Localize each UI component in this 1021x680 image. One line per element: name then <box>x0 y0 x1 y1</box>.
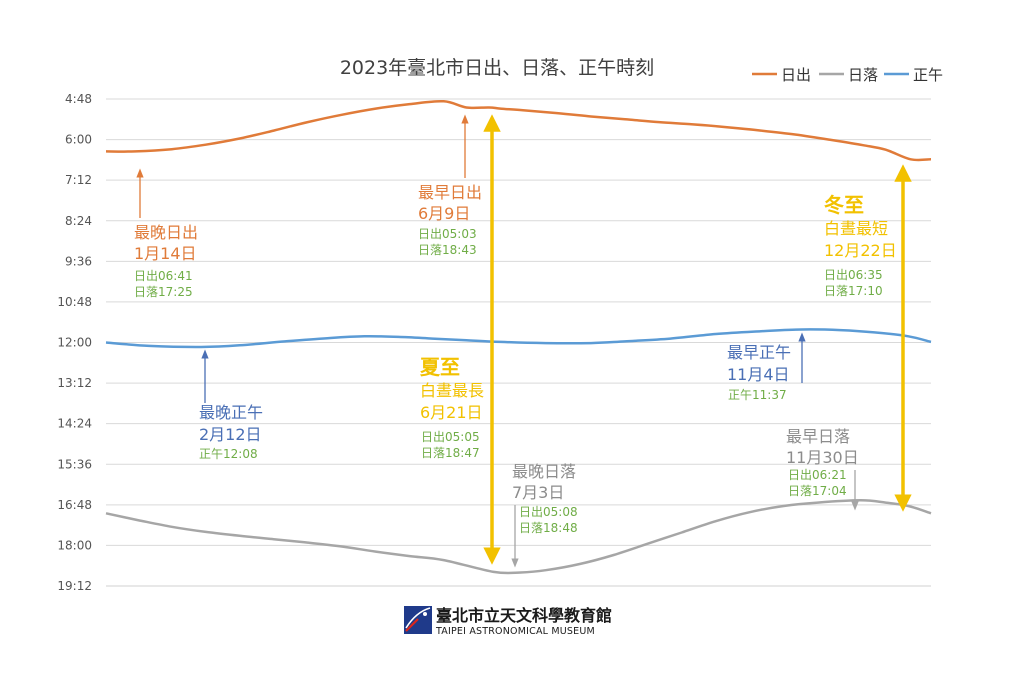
annotation-date: 11月4日 <box>727 365 790 384</box>
annotation-label: 最晚日出 <box>134 223 198 242</box>
annotation-date: 12月22日 <box>824 241 897 260</box>
annotation-label: 冬至 <box>824 193 864 217</box>
annotation-latest-sunset: 最晚日落 7月3日 日出05:08 日落18:48 <box>512 462 578 535</box>
y-tick-label: 12:00 <box>57 336 92 350</box>
y-tick-label: 4:48 <box>65 92 92 106</box>
museum-logo-icon <box>404 606 432 634</box>
museum-name-chinese: 臺北市立天文科學教育館 <box>436 606 612 625</box>
annotation-info: 日出05:08 <box>519 505 578 519</box>
annotation-info: 日出06:35 <box>824 268 883 282</box>
annotation-summer-solstice: 夏至 白晝最長 6月21日 日出05:05 日落18:47 <box>420 355 484 460</box>
y-tick-label: 18:00 <box>57 538 92 552</box>
y-tick-label: 15:36 <box>57 457 92 471</box>
annotation-winter-solstice: 冬至 白晝最短 12月22日 日出06:35 日落17:10 <box>824 193 897 298</box>
y-axis-ticks: 4:48 6:00 7:12 8:24 9:36 10:48 12:00 13:12 14:24… <box>57 92 92 593</box>
annotation-info: 正午12:08 <box>199 447 258 461</box>
annotation-latest-sunrise: 最晚日出 1月14日 日出06:41 日落17:25 <box>134 223 198 299</box>
annotation-info: 日出05:05 <box>421 430 480 444</box>
y-tick-label: 6:00 <box>65 133 92 147</box>
annotation-date: 7月3日 <box>512 483 564 502</box>
legend-label-sunrise: 日出 <box>781 66 811 84</box>
y-tick-label: 9:36 <box>65 254 92 268</box>
annotation-info: 日落17:10 <box>824 284 883 298</box>
annotation-label: 夏至 <box>420 355 460 379</box>
annotation-date: 1月14日 <box>134 244 197 263</box>
annotation-info: 正午11:37 <box>728 388 787 402</box>
y-tick-label: 7:12 <box>65 173 92 187</box>
chart-title: 2023年臺北市日出、日落、正午時刻 <box>340 57 654 79</box>
y-tick-label: 16:48 <box>57 498 92 512</box>
museum-logo: 臺北市立天文科學教育館 TAIPEI ASTRONOMICAL MUSEUM <box>404 606 612 637</box>
annotation-earliest-sunrise: 最早日出 6月9日 日出05:03 日落18:43 <box>418 183 482 257</box>
y-tick-label: 8:24 <box>65 214 92 228</box>
annotation-earliest-sunset: 最早日落 11月30日 日出06:21 日落17:04 <box>786 427 859 498</box>
y-tick-label: 10:48 <box>57 295 92 309</box>
annotation-label: 最早日出 <box>418 183 482 202</box>
annotation-info: 日落17:04 <box>788 484 847 498</box>
annotation-label: 最早日落 <box>786 427 850 446</box>
y-tick-label: 19:12 <box>57 579 92 593</box>
annotation-subtitle: 白晝最短 <box>824 219 888 238</box>
series-line-sunset <box>105 499 932 575</box>
annotation-date: 6月9日 <box>418 204 470 223</box>
y-tick-label: 13:12 <box>57 376 92 390</box>
annotation-info: 日出06:21 <box>788 468 847 482</box>
legend-label-noon: 正午 <box>913 66 943 84</box>
annotation-subtitle: 白晝最長 <box>420 381 484 400</box>
legend-label-sunset: 日落 <box>848 66 878 84</box>
annotation-label: 最早正午 <box>727 343 791 362</box>
annotation-label: 最晚正午 <box>199 403 263 422</box>
museum-name-english: TAIPEI ASTRONOMICAL MUSEUM <box>435 626 595 637</box>
annotation-info: 日出05:03 <box>418 227 477 241</box>
annotation-date: 6月21日 <box>420 403 483 422</box>
annotation-info: 日落18:48 <box>519 521 578 535</box>
series-line-sunrise <box>105 99 932 162</box>
annotation-info: 日出06:41 <box>134 269 193 283</box>
annotation-info: 日落17:25 <box>134 285 193 299</box>
annotation-info: 日落18:47 <box>421 446 480 460</box>
annotation-date: 2月12日 <box>199 425 262 444</box>
annotation-earliest-noon: 最早正午 11月4日 正午11:37 <box>727 343 791 402</box>
annotation-info: 日落18:43 <box>418 243 477 257</box>
annotation-latest-noon: 最晚正午 2月12日 正午12:08 <box>199 403 263 461</box>
annotation-label: 最晚日落 <box>512 462 576 481</box>
y-tick-label: 14:24 <box>57 417 92 431</box>
annotation-date: 11月30日 <box>786 448 859 467</box>
legend: 日出 日落 正午 <box>752 66 943 84</box>
series-line-noon <box>105 328 932 349</box>
